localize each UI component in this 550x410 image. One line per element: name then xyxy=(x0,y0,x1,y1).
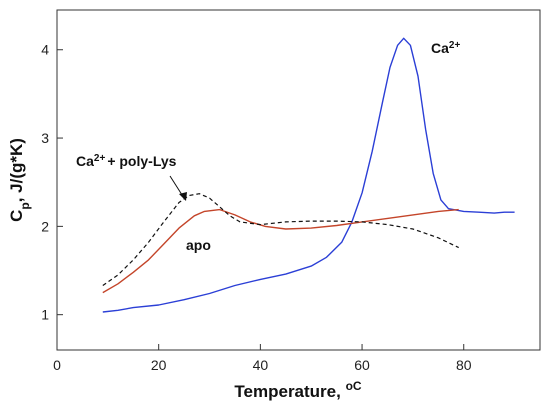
y-tick-label: 2 xyxy=(41,218,49,234)
series-layer xyxy=(102,37,515,313)
x-tick-label: 20 xyxy=(151,357,167,373)
x-tick-label: 40 xyxy=(253,357,269,373)
x-tick-label: 60 xyxy=(354,357,370,373)
annotation-apo: apo xyxy=(186,237,211,253)
x-axis-title: Temperature, oC xyxy=(234,379,362,401)
series-line-0 xyxy=(102,37,515,313)
x-tick-label: 0 xyxy=(53,357,61,373)
y-axis-title: Cp, J/(g*K) xyxy=(7,138,32,222)
series-line-2 xyxy=(102,193,459,286)
annotation-polylys-arrowhead xyxy=(179,192,187,201)
y-tick-label: 4 xyxy=(41,42,49,58)
y-tick-label: 1 xyxy=(41,307,49,323)
plot-frame xyxy=(56,9,541,351)
y-axis-ticks: 1 2 3 4 xyxy=(41,42,63,323)
series-line-1 xyxy=(102,208,459,294)
annotation-ca: Ca2+ xyxy=(431,40,460,57)
y-tick-label: 3 xyxy=(41,130,49,146)
x-axis-ticks: 0 20 40 60 80 xyxy=(53,344,472,373)
annotation-polylys: Ca2+ + poly-Lys xyxy=(76,153,177,170)
x-tick-label: 80 xyxy=(456,357,472,373)
